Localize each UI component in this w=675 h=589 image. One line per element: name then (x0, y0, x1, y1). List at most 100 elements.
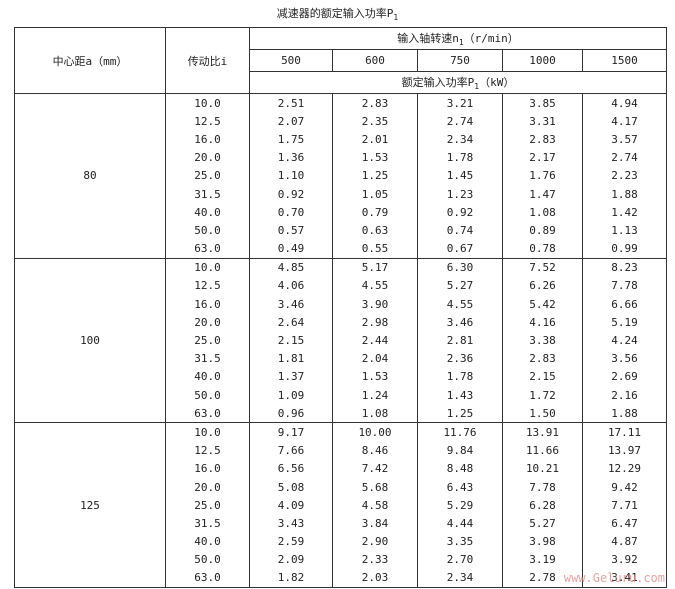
power-value: 12.29 (582, 459, 667, 478)
ratio: 63.0 (165, 568, 250, 588)
row: 20.0 5.08 5.68 6.43 7.78 9.42 (15, 477, 667, 497)
ratio: 25.0 (165, 166, 250, 185)
row: 20.0 1.36 1.53 1.78 2.17 2.74 (15, 148, 667, 167)
power-value: 5.29 (417, 496, 503, 515)
header-unit: （r/min） (463, 31, 519, 45)
power-value: 13.91 (502, 422, 583, 442)
power-value: 1.50 (502, 404, 583, 423)
power-value: 0.79 (332, 203, 418, 222)
row: 50.0 2.09 2.33 2.70 3.19 3.92 (15, 550, 667, 569)
row: 16.0 6.56 7.42 8.48 10.21 12.29 (15, 459, 667, 478)
row: 63.0 1.82 2.03 2.34 2.78 3.41 (15, 568, 667, 588)
header-unit: （kW） (479, 75, 515, 89)
power-value: 2.83 (332, 93, 418, 113)
power-value: 5.08 (249, 477, 333, 497)
power-value: 3.84 (332, 514, 418, 533)
row: 16.0 3.46 3.90 4.55 5.42 6.66 (15, 295, 667, 314)
power-value: 5.68 (332, 477, 418, 497)
row: 40.0 0.70 0.79 0.92 1.08 1.42 (15, 203, 667, 222)
ratio: 40.0 (165, 203, 250, 222)
power-value: 10.21 (502, 459, 583, 478)
power-value: 6.43 (417, 477, 503, 497)
row: 12.5 7.66 8.46 9.84 11.66 13.97 (15, 441, 667, 460)
power-value: 5.42 (502, 295, 583, 314)
header-sub: 1 (474, 82, 480, 92)
power-value: 3.31 (502, 112, 583, 131)
power-value: 7.71 (582, 496, 667, 515)
power-value: 4.55 (417, 295, 503, 314)
power-value: 0.96 (249, 404, 333, 423)
ratio: 16.0 (165, 459, 250, 478)
watermark: www.Geluru.com (563, 571, 665, 585)
row: 31.5 1.81 2.04 2.36 2.83 3.56 (15, 349, 667, 368)
power-value: 3.90 (332, 295, 418, 314)
power-value: 2.09 (249, 550, 333, 569)
power-value: 1.72 (502, 386, 583, 405)
row: 63.0 0.96 1.08 1.25 1.50 1.88 (15, 404, 667, 423)
header-cell: 中心距a（mm） (14, 27, 166, 94)
power-value: 1.78 (417, 148, 503, 167)
power-value: 2.35 (332, 112, 418, 131)
power-value: 0.92 (417, 203, 503, 222)
power-value: 0.92 (249, 184, 333, 204)
speed-header: 750 (417, 49, 503, 72)
power-value: 0.57 (249, 221, 333, 240)
row: 16.0 1.75 2.01 2.34 2.83 3.57 (15, 130, 667, 149)
ratio: 63.0 (165, 404, 250, 423)
power-value: 7.52 (502, 258, 583, 277)
ratio: 20.0 (165, 313, 250, 332)
ratio: 50.0 (165, 550, 250, 569)
power-value: 1.81 (249, 349, 333, 368)
power-value: 17.11 (582, 422, 667, 442)
power-value: 7.66 (249, 441, 333, 460)
power-value: 0.70 (249, 203, 333, 222)
power-value: 0.67 (417, 239, 503, 259)
power-value: 3.85 (502, 93, 583, 113)
power-value: 7.78 (582, 276, 667, 296)
power-value: 2.74 (582, 148, 667, 167)
power-value: 11.66 (502, 441, 583, 460)
row: 50.0 1.09 1.24 1.43 1.72 2.16 (15, 386, 667, 405)
power-value: 2.16 (582, 386, 667, 405)
header-text: 额定输入功率P (401, 75, 475, 89)
power-value: 2.70 (417, 550, 503, 569)
ratio: 31.5 (165, 514, 250, 533)
power-value: 1.25 (332, 166, 418, 185)
power-value: 0.63 (332, 221, 418, 240)
power-value: 0.78 (502, 239, 583, 259)
row: 80 10.0 2.51 2.83 3.21 3.85 4.94 (14, 93, 667, 259)
power-value: 1.53 (332, 367, 418, 386)
table-header: 中心距a（mm） 传动比i 输入轴转速n1（r/min） 500 600 750 10… (14, 27, 667, 94)
power-value: 6.28 (502, 496, 583, 515)
power-value: 1.53 (332, 148, 418, 167)
power-value: 4.55 (332, 276, 418, 296)
ratio: 31.5 (165, 349, 250, 368)
power-value: 9.42 (582, 477, 667, 497)
power-value: 1.08 (332, 404, 418, 423)
power-value: 2.04 (332, 349, 418, 368)
power-value: 1.82 (249, 568, 333, 588)
header-cell: 传动比i (165, 27, 250, 94)
row: 12.5 2.07 2.35 2.74 3.31 4.17 (15, 112, 667, 131)
power-value: 7.78 (502, 477, 583, 497)
power-value: 2.01 (332, 130, 418, 149)
power-value: 3.56 (582, 349, 667, 368)
power-value: 9.17 (249, 422, 333, 442)
power-value: 3.43 (249, 514, 333, 533)
power-value: 1.75 (249, 130, 333, 149)
power-value: 2.74 (417, 112, 503, 131)
ratio: 12.5 (165, 112, 250, 131)
ratio: 12.5 (165, 441, 250, 460)
power-value: 8.48 (417, 459, 503, 478)
power-value: 1.36 (249, 148, 333, 167)
ratio: 12.5 (165, 276, 250, 296)
power-value: 6.56 (249, 459, 333, 478)
power-value: 5.19 (582, 313, 667, 332)
power-value: 4.09 (249, 496, 333, 515)
power-value: 8.46 (332, 441, 418, 460)
power-value: 4.58 (332, 496, 418, 515)
power-value: 1.05 (332, 184, 418, 204)
power-value: 2.51 (249, 93, 333, 113)
power-value: 6.26 (502, 276, 583, 296)
